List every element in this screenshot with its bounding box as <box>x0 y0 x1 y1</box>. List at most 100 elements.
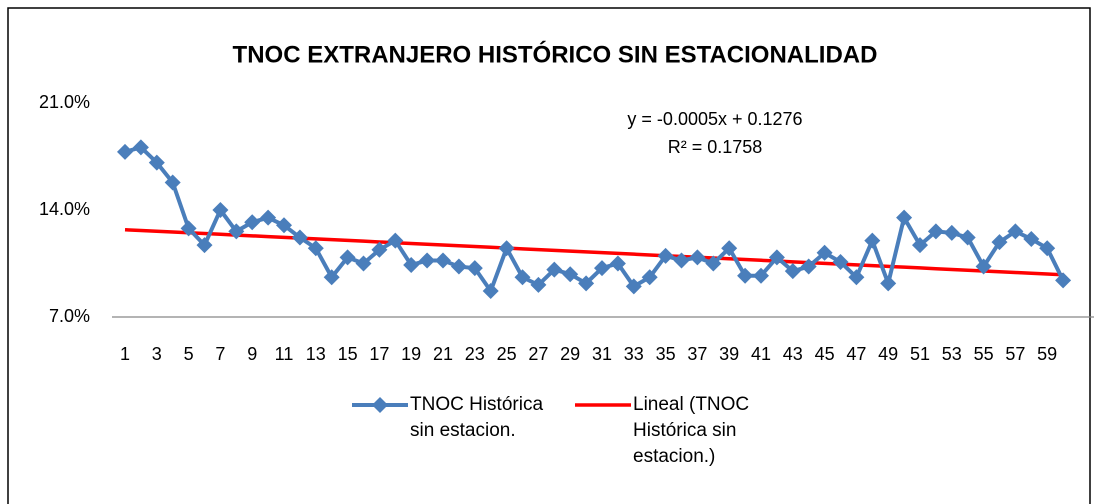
point <box>450 258 467 275</box>
point <box>435 252 451 269</box>
point <box>132 139 149 156</box>
point <box>848 269 865 286</box>
point <box>466 260 483 277</box>
x-tick-label: 59 <box>1037 344 1057 364</box>
x-tick-label: 21 <box>433 344 453 364</box>
point <box>1023 231 1040 248</box>
x-tick-label: 7 <box>215 344 225 364</box>
point <box>180 220 197 237</box>
point <box>419 252 436 269</box>
point <box>784 263 801 280</box>
trend-r2: R² = 0.1758 <box>668 137 763 157</box>
point <box>1039 240 1056 257</box>
x-tick-label: 53 <box>942 344 962 364</box>
legend-swatch <box>372 397 388 413</box>
point <box>546 261 563 278</box>
point <box>832 253 849 270</box>
point <box>641 269 658 286</box>
x-tick-label: 5 <box>184 344 194 364</box>
point <box>148 154 165 171</box>
point <box>991 234 1008 251</box>
point <box>228 223 245 240</box>
legend-label: Lineal (TNOC Histórica sin estacion.) <box>633 394 750 467</box>
x-tick-label: 13 <box>306 344 326 364</box>
point <box>896 209 913 226</box>
point <box>1055 272 1072 289</box>
x-tick-label: 3 <box>152 344 162 364</box>
point <box>609 255 626 272</box>
x-tick-label: 47 <box>846 344 866 364</box>
point <box>562 266 579 283</box>
point <box>403 257 420 274</box>
y-tick-label: 7.0% <box>49 306 90 326</box>
point <box>625 278 642 295</box>
point <box>339 249 356 266</box>
point <box>578 275 595 292</box>
x-tick-label: 9 <box>247 344 257 364</box>
x-tick-label: 55 <box>974 344 994 364</box>
x-tick-label: 25 <box>497 344 517 364</box>
point <box>594 260 610 277</box>
point <box>959 229 976 246</box>
point <box>482 283 499 300</box>
point <box>117 143 133 160</box>
legend-label: TNOC Histórica sin estacion. <box>410 394 544 441</box>
x-tick-label: 37 <box>687 344 707 364</box>
x-tick-label: 33 <box>624 344 644 364</box>
x-tick-label: 45 <box>815 344 835 364</box>
point <box>705 255 722 272</box>
x-tick-label: 23 <box>465 344 485 364</box>
x-tick-label: 11 <box>275 344 294 364</box>
point <box>673 252 690 269</box>
point <box>244 214 261 231</box>
chart-title: TNOC EXTRANJERO HISTÓRICO SIN ESTACIONAL… <box>233 40 878 68</box>
point <box>276 217 292 234</box>
point <box>943 224 960 241</box>
x-tick-label: 39 <box>719 344 739 364</box>
x-tick-label: 43 <box>783 344 803 364</box>
point <box>323 269 340 286</box>
y-tick-label: 14.0% <box>39 199 90 219</box>
point <box>260 209 277 226</box>
point <box>721 240 738 257</box>
x-tick-label: 49 <box>878 344 898 364</box>
point <box>768 249 785 266</box>
point <box>1007 223 1024 240</box>
point <box>657 247 674 264</box>
trend-equation: y = -0.0005x + 0.1276 <box>627 109 802 129</box>
chart-border <box>7 7 1091 504</box>
point <box>864 232 881 249</box>
point <box>975 258 992 275</box>
point <box>212 202 229 218</box>
trend-line <box>124 227 1064 277</box>
point <box>291 229 308 246</box>
point <box>880 275 897 292</box>
point <box>196 237 213 254</box>
point <box>927 223 944 240</box>
point <box>689 249 706 266</box>
point <box>387 232 404 249</box>
x-tick-label: 35 <box>656 344 676 364</box>
x-tick-label: 15 <box>338 344 358 364</box>
x-tick-label: 17 <box>369 344 389 364</box>
point <box>371 241 388 258</box>
point <box>164 174 181 191</box>
point <box>753 267 769 284</box>
x-tick-label: 51 <box>910 344 930 364</box>
point <box>498 240 515 257</box>
point <box>307 240 324 257</box>
point <box>737 267 754 284</box>
point <box>800 258 817 275</box>
point <box>514 269 531 286</box>
x-tick-label: 1 <box>120 344 130 364</box>
x-tick-label: 29 <box>560 344 580 364</box>
x-tick-label: 41 <box>751 344 771 364</box>
point <box>912 237 928 254</box>
x-tick-label: 19 <box>401 344 421 364</box>
y-tick-label: 21.0% <box>39 92 90 112</box>
point <box>355 255 372 272</box>
x-tick-label: 57 <box>1005 344 1025 364</box>
x-tick-label: 31 <box>592 344 612 364</box>
